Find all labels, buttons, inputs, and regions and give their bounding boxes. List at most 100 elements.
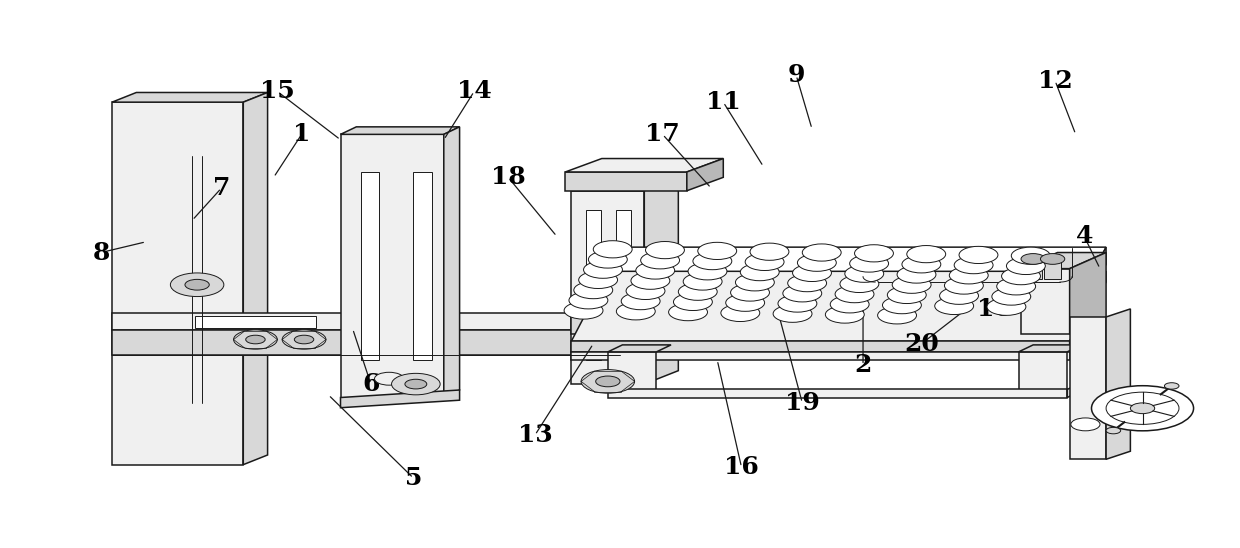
- Circle shape: [233, 330, 278, 349]
- Circle shape: [1021, 254, 1045, 264]
- Circle shape: [616, 302, 655, 320]
- Polygon shape: [572, 191, 645, 384]
- Circle shape: [1040, 254, 1065, 264]
- Circle shape: [945, 277, 983, 294]
- Polygon shape: [572, 178, 678, 191]
- Polygon shape: [1018, 345, 1081, 352]
- Circle shape: [582, 369, 635, 393]
- Circle shape: [1164, 383, 1179, 389]
- Circle shape: [1106, 392, 1179, 424]
- Polygon shape: [608, 390, 1068, 397]
- Circle shape: [906, 246, 946, 262]
- Circle shape: [405, 379, 427, 389]
- Text: 13: 13: [517, 423, 552, 447]
- Polygon shape: [413, 172, 432, 360]
- Text: 19: 19: [785, 391, 820, 415]
- Polygon shape: [687, 158, 723, 191]
- Circle shape: [777, 295, 817, 312]
- Circle shape: [595, 376, 620, 387]
- Circle shape: [773, 305, 812, 322]
- Polygon shape: [1024, 259, 1042, 279]
- Circle shape: [835, 286, 874, 302]
- Polygon shape: [444, 127, 460, 397]
- Text: 20: 20: [904, 332, 939, 356]
- Polygon shape: [341, 390, 460, 408]
- Polygon shape: [587, 209, 600, 360]
- Circle shape: [787, 275, 827, 292]
- Circle shape: [1007, 258, 1045, 275]
- Text: 16: 16: [724, 455, 759, 480]
- Circle shape: [935, 298, 973, 315]
- Polygon shape: [341, 127, 460, 134]
- Polygon shape: [1070, 247, 1106, 334]
- Circle shape: [940, 287, 978, 304]
- Circle shape: [849, 255, 889, 272]
- Circle shape: [1002, 267, 1040, 285]
- Circle shape: [954, 256, 993, 274]
- Circle shape: [574, 282, 613, 299]
- Polygon shape: [112, 313, 620, 330]
- Circle shape: [294, 335, 314, 344]
- Circle shape: [246, 335, 265, 344]
- Circle shape: [730, 284, 770, 301]
- Circle shape: [992, 288, 1030, 305]
- Circle shape: [826, 306, 864, 323]
- Circle shape: [678, 283, 717, 300]
- Circle shape: [854, 245, 893, 262]
- Polygon shape: [1044, 259, 1061, 279]
- Polygon shape: [341, 134, 444, 397]
- Circle shape: [646, 242, 684, 259]
- Polygon shape: [1070, 317, 1106, 459]
- Polygon shape: [112, 93, 268, 102]
- Circle shape: [802, 244, 841, 261]
- Circle shape: [579, 271, 618, 288]
- Circle shape: [959, 247, 998, 264]
- Text: 8: 8: [93, 241, 110, 265]
- Circle shape: [1091, 386, 1194, 431]
- Circle shape: [584, 261, 622, 278]
- Text: 7: 7: [213, 176, 231, 200]
- Circle shape: [720, 304, 760, 322]
- Polygon shape: [1070, 271, 1106, 352]
- Circle shape: [893, 276, 931, 293]
- Polygon shape: [1018, 352, 1068, 392]
- Text: 10: 10: [977, 297, 1012, 321]
- Polygon shape: [1068, 383, 1081, 397]
- Circle shape: [374, 372, 404, 385]
- Circle shape: [797, 254, 836, 271]
- Circle shape: [185, 279, 210, 290]
- Polygon shape: [565, 158, 723, 172]
- Circle shape: [283, 330, 326, 349]
- Polygon shape: [1106, 309, 1131, 459]
- Polygon shape: [1021, 253, 1106, 269]
- Circle shape: [987, 298, 1025, 315]
- Text: 15: 15: [260, 79, 295, 104]
- Circle shape: [631, 272, 670, 289]
- Polygon shape: [195, 316, 316, 328]
- Circle shape: [725, 294, 765, 311]
- Polygon shape: [112, 330, 620, 355]
- Polygon shape: [608, 352, 656, 392]
- Polygon shape: [572, 317, 1070, 334]
- Text: 17: 17: [645, 122, 680, 146]
- Text: 9: 9: [787, 64, 805, 87]
- Circle shape: [844, 265, 884, 282]
- Circle shape: [392, 373, 440, 395]
- Circle shape: [792, 264, 832, 282]
- Circle shape: [878, 307, 916, 324]
- Circle shape: [782, 285, 822, 302]
- Polygon shape: [243, 93, 268, 465]
- Polygon shape: [361, 172, 379, 360]
- Polygon shape: [565, 172, 687, 191]
- Circle shape: [1071, 418, 1100, 431]
- Polygon shape: [572, 247, 1106, 317]
- Circle shape: [593, 241, 632, 258]
- Circle shape: [564, 302, 603, 319]
- Circle shape: [668, 304, 708, 321]
- Circle shape: [897, 266, 936, 283]
- Polygon shape: [616, 209, 631, 360]
- Circle shape: [901, 256, 941, 273]
- Circle shape: [1106, 427, 1121, 434]
- Circle shape: [683, 273, 722, 290]
- Text: 4: 4: [1075, 225, 1092, 248]
